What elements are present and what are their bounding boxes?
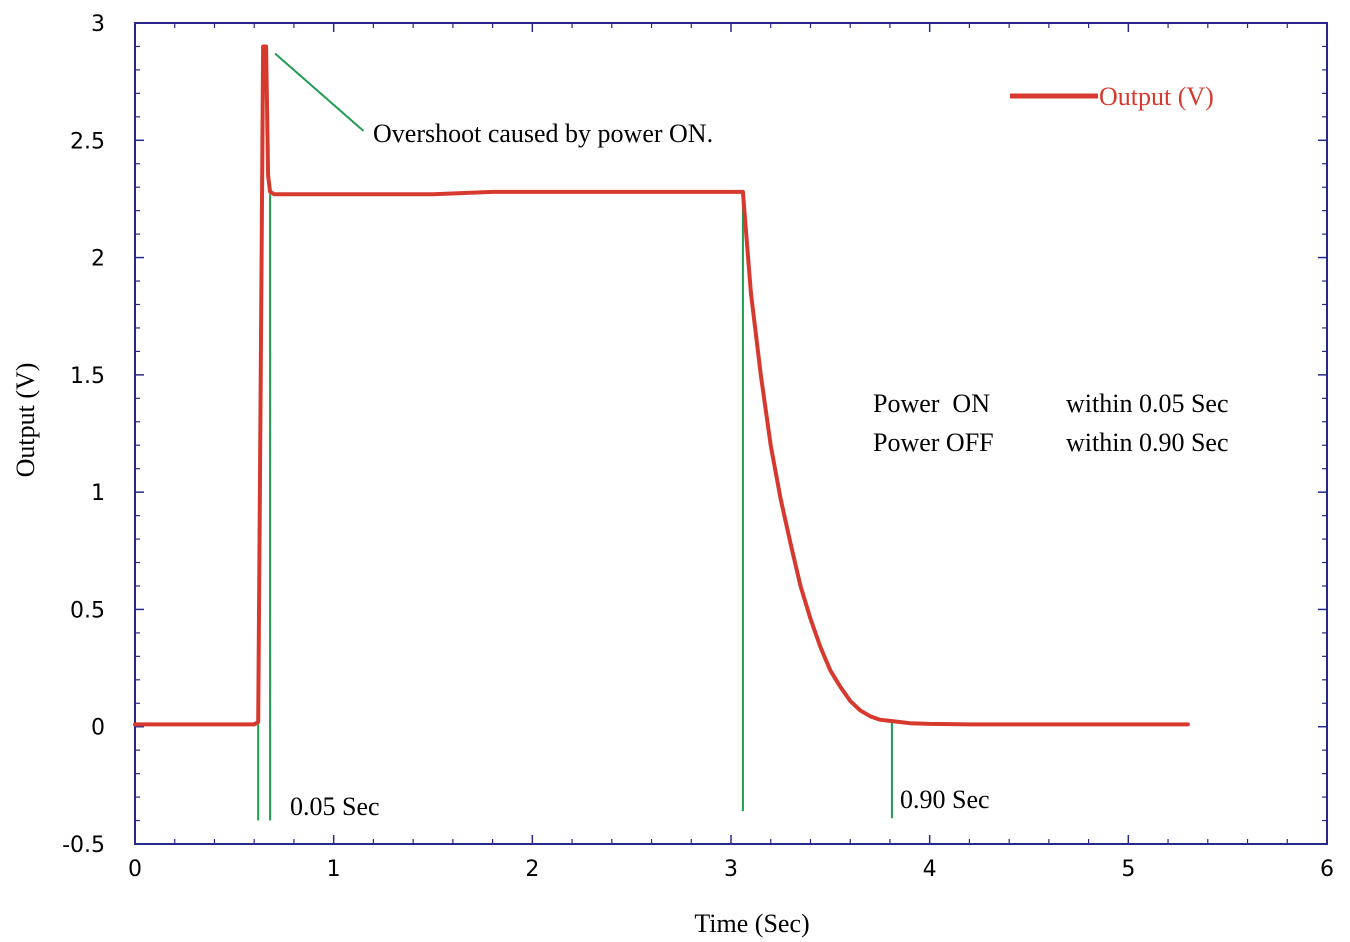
x-tick-label: 6 — [1320, 857, 1334, 882]
series-layer — [133, 44, 1190, 727]
power-off-label: Power OFF — [873, 428, 994, 457]
power-on-label: Power ON — [873, 389, 990, 418]
x-tick-label: 2 — [525, 857, 539, 882]
y-tick-label: -0.5 — [62, 833, 105, 858]
x-tick-label: 3 — [724, 857, 738, 882]
labels-layer: 0 1 2 3 4 5 6 -0.5 0 0.5 1 1.5 2 2.5 3 — [62, 12, 1334, 882]
power-on-value: within 0.05 Sec — [1066, 389, 1229, 418]
overshoot-annotation: Overshoot caused by power ON. — [373, 119, 713, 148]
y-tick-label: 0 — [91, 716, 105, 741]
y-axis-title: Output (V) — [11, 363, 40, 478]
y-tick-label: 1.5 — [70, 364, 105, 389]
ticks-layer — [134, 22, 1328, 845]
x-tick-label: 0 — [128, 857, 142, 882]
legend-label: Output (V) — [1099, 82, 1214, 111]
y-tick-label: 3 — [91, 12, 105, 37]
power-off-value: within 0.90 Sec — [1066, 428, 1229, 457]
x-tick-label: 5 — [1121, 857, 1135, 882]
off-time-annotation: 0.90 Sec — [900, 785, 990, 814]
overshoot-leader-line — [274, 52, 365, 132]
y-tick-label: 2.5 — [70, 129, 105, 154]
x-tick-label: 4 — [923, 857, 937, 882]
on-time-annotation: 0.05 Sec — [290, 792, 380, 821]
x-axis-title: Time (Sec) — [694, 909, 809, 938]
y-tick-label: 1 — [91, 481, 105, 506]
y-tick-label: 2 — [91, 247, 105, 272]
annotation-lines-layer — [257, 52, 893, 821]
x-tick-label: 1 — [327, 857, 341, 882]
y-tick-label: 0.5 — [70, 598, 105, 623]
series-line — [133, 44, 1190, 727]
